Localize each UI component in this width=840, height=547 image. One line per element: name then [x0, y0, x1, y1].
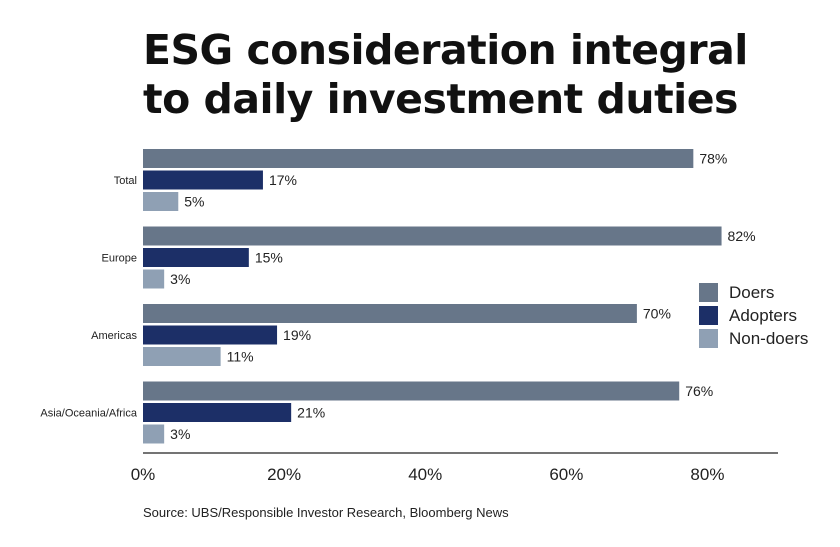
data-label-americas-non-doers: 11% — [227, 349, 254, 365]
data-label-europe-non-doers: 3% — [170, 271, 190, 287]
category-label: Total — [114, 175, 137, 187]
data-label-europe-adopters: 15% — [255, 250, 283, 266]
legend-item-non-doers: Non-doers — [699, 327, 808, 350]
data-label-total-non-doers: 5% — [184, 194, 204, 210]
bar-europe-doers — [143, 226, 722, 246]
bar-europe-adopters — [143, 248, 249, 267]
legend-swatch — [699, 329, 718, 348]
x-tick-label: 0% — [131, 465, 156, 484]
chart-title-line-2: to daily investment duties — [143, 75, 738, 123]
legend-label: Doers — [729, 282, 775, 302]
x-tick-label: 60% — [549, 465, 583, 484]
data-label-asia-oceania-africa-non-doers: 3% — [170, 426, 190, 442]
data-label-europe-doers: 82% — [728, 228, 756, 244]
legend-swatch — [699, 283, 718, 302]
legend-label: Adopters — [729, 305, 798, 325]
x-tick-label: 80% — [690, 465, 724, 484]
legend-item-doers: Doers — [699, 281, 808, 304]
legend-swatch — [699, 306, 718, 325]
chart-legend: Doers Adopters Non-doers — [699, 281, 808, 350]
category-label: Europe — [102, 253, 137, 265]
bar-total-adopters — [143, 170, 263, 190]
data-label-asia-oceania-africa-adopters: 21% — [297, 405, 325, 421]
data-label-americas-adopters: 19% — [283, 327, 311, 343]
bar-americas-non-doers — [143, 347, 221, 366]
data-label-asia-oceania-africa-doers: 76% — [685, 383, 713, 399]
bar-americas-adopters — [143, 325, 278, 345]
legend-item-adopters: Adopters — [699, 304, 808, 327]
bar-americas-doers — [143, 304, 637, 323]
bar-asia-oceania-africa-adopters — [143, 403, 292, 422]
bar-asia-oceania-africa-non-doers — [143, 424, 165, 444]
data-label-total-doers: 78% — [699, 151, 727, 167]
x-tick-label: 40% — [408, 465, 442, 484]
data-label-total-adopters: 17% — [269, 172, 297, 188]
category-label: Americas — [91, 330, 137, 342]
category-label: Asia/Oceania/Africa — [40, 408, 137, 420]
bar-total-non-doers — [143, 192, 179, 211]
source-note: Source: UBS/Responsible Investor Researc… — [143, 505, 509, 520]
bar-europe-non-doers — [143, 269, 165, 289]
bar-total-doers — [143, 149, 694, 168]
bar-asia-oceania-africa-doers — [143, 381, 680, 401]
chart-title-line-1: ESG consideration integral — [143, 26, 748, 74]
data-label-americas-doers: 70% — [643, 306, 671, 322]
legend-label: Non-doers — [729, 328, 809, 348]
x-tick-label: 20% — [267, 465, 301, 484]
chart-title: ESG consideration integral to daily inve… — [143, 26, 823, 124]
